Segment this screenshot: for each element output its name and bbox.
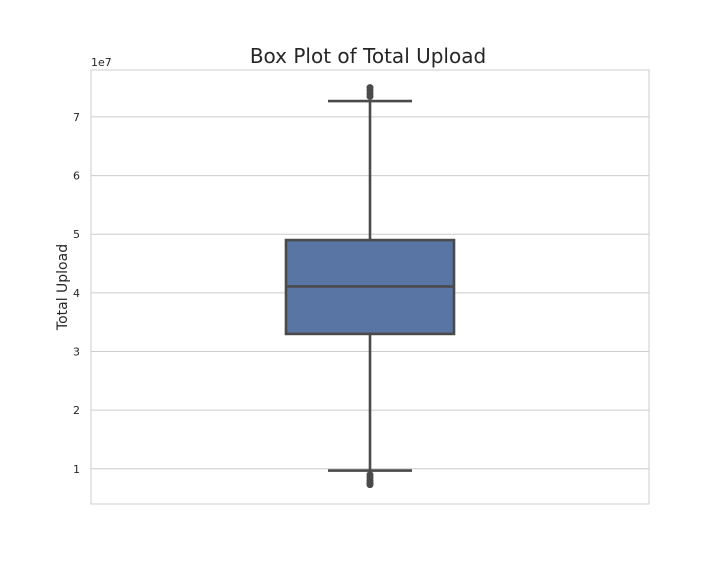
y-axis-label: Total Upload xyxy=(55,244,71,331)
outlier-point xyxy=(366,84,374,92)
y-tick-label: 2 xyxy=(73,404,80,417)
chart-title: Box Plot of Total Upload xyxy=(250,44,486,68)
y-tick-label: 3 xyxy=(73,346,80,359)
outlier-point xyxy=(366,481,374,489)
y-tick-label: 6 xyxy=(73,170,80,183)
y-axis-offset-label: 1e7 xyxy=(91,56,112,69)
plot-frame xyxy=(90,69,650,505)
y-tick-label: 4 xyxy=(73,287,80,300)
y-tick-label: 7 xyxy=(73,111,80,124)
y-tick-label: 1 xyxy=(73,463,80,476)
box-series xyxy=(284,84,456,489)
y-tick-label: 5 xyxy=(73,228,80,241)
y-axis-ticks: 1 2 3 4 5 6 7 xyxy=(73,111,80,476)
